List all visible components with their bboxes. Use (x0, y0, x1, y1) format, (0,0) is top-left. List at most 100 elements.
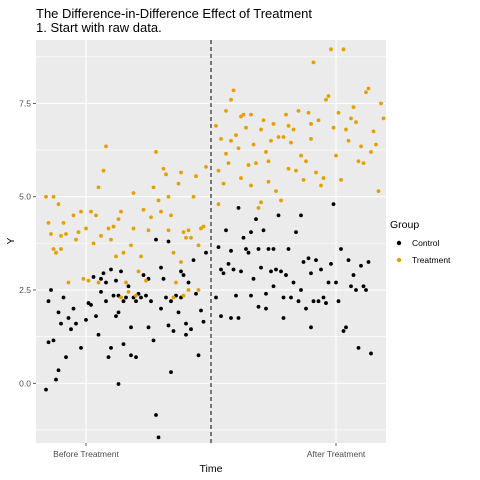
control-point (261, 228, 266, 233)
control-point (184, 332, 188, 337)
control-point (109, 345, 113, 350)
legend-label-treatment: Treatment (412, 255, 451, 265)
control-point (159, 265, 163, 270)
treatment-point (99, 234, 103, 238)
control-point (116, 382, 121, 386)
treatment-point (119, 295, 123, 300)
control-point (99, 289, 103, 294)
treatment-point (154, 150, 158, 154)
control-point (281, 316, 286, 320)
treatment-point (321, 176, 326, 180)
legend-title: Group (390, 219, 419, 231)
treatment-point (186, 288, 191, 292)
control-point (79, 345, 83, 350)
control-point (281, 295, 286, 300)
control-point (144, 293, 148, 298)
control-point (246, 250, 251, 255)
control-point (146, 325, 151, 330)
treatment-point (234, 133, 238, 138)
control-point (49, 288, 53, 292)
treatment-point (231, 88, 236, 93)
treatment-point (266, 179, 271, 184)
treatment-point (81, 276, 86, 281)
control-point (46, 340, 51, 345)
plot-panel (36, 40, 386, 443)
control-point (236, 316, 241, 320)
treatment-point (191, 194, 196, 199)
treatment-point (279, 198, 283, 203)
treatment-point (64, 232, 68, 236)
treatment-point (356, 159, 361, 164)
control-point (236, 206, 241, 210)
control-point (299, 213, 303, 218)
control-point (316, 299, 321, 304)
treatment-point (224, 108, 228, 113)
treatment-point (54, 250, 58, 255)
control-point (354, 288, 358, 292)
y-tick-label: 0.0 (19, 378, 31, 388)
treatment-point (229, 138, 233, 143)
control-point (244, 247, 248, 251)
control-point (309, 271, 313, 276)
control-point (201, 319, 206, 324)
treatment-point (369, 150, 373, 154)
control-point (239, 269, 243, 274)
treatment-point (121, 250, 126, 255)
control-point (291, 280, 296, 285)
control-point (314, 258, 318, 263)
treatment-point (304, 159, 308, 164)
control-point (91, 275, 96, 279)
treatment-point (324, 97, 328, 102)
treatment-point (224, 151, 228, 156)
treatment-point (301, 178, 306, 182)
control-point (231, 267, 236, 272)
treatment-point (379, 101, 383, 106)
control-point (54, 377, 58, 382)
control-point (296, 299, 301, 304)
treatment-point (214, 123, 218, 128)
control-point (329, 261, 333, 266)
control-point (264, 306, 268, 311)
control-point (194, 291, 198, 296)
treatment-point (376, 189, 381, 194)
control-point (269, 269, 273, 274)
treatment-point (171, 295, 176, 300)
control-point (254, 217, 258, 222)
treatment-point (74, 237, 78, 242)
control-point (126, 284, 131, 289)
treatment-point (56, 202, 61, 207)
treatment-point (124, 280, 128, 285)
treatment-point (261, 118, 266, 123)
control-point (139, 295, 143, 300)
control-point (229, 248, 233, 253)
treatment-point (359, 144, 363, 149)
treatment-point (136, 269, 141, 274)
treatment-point (141, 207, 146, 212)
treatment-point (221, 181, 226, 186)
control-point (301, 260, 306, 264)
control-point (46, 299, 51, 304)
treatment-point (344, 127, 348, 132)
data-points (44, 47, 386, 440)
control-point (166, 323, 171, 328)
treatment-point (166, 228, 171, 233)
control-point (101, 271, 106, 276)
treatment-point (276, 135, 281, 139)
control-point (339, 247, 343, 251)
control-point (279, 269, 283, 274)
control-point (161, 276, 166, 281)
control-point (121, 342, 126, 347)
control-point (184, 321, 188, 326)
control-point (271, 247, 276, 251)
treatment-point (299, 153, 303, 158)
treatment-point (216, 168, 221, 173)
control-point (341, 329, 346, 333)
x-tick-label: After Treatment (307, 449, 366, 459)
treatment-point (259, 200, 263, 205)
control-point (154, 413, 158, 417)
control-point (284, 273, 288, 277)
control-point (199, 308, 203, 313)
treatment-point (134, 293, 138, 298)
treatment-point (49, 232, 53, 236)
treatment-point (361, 161, 366, 166)
